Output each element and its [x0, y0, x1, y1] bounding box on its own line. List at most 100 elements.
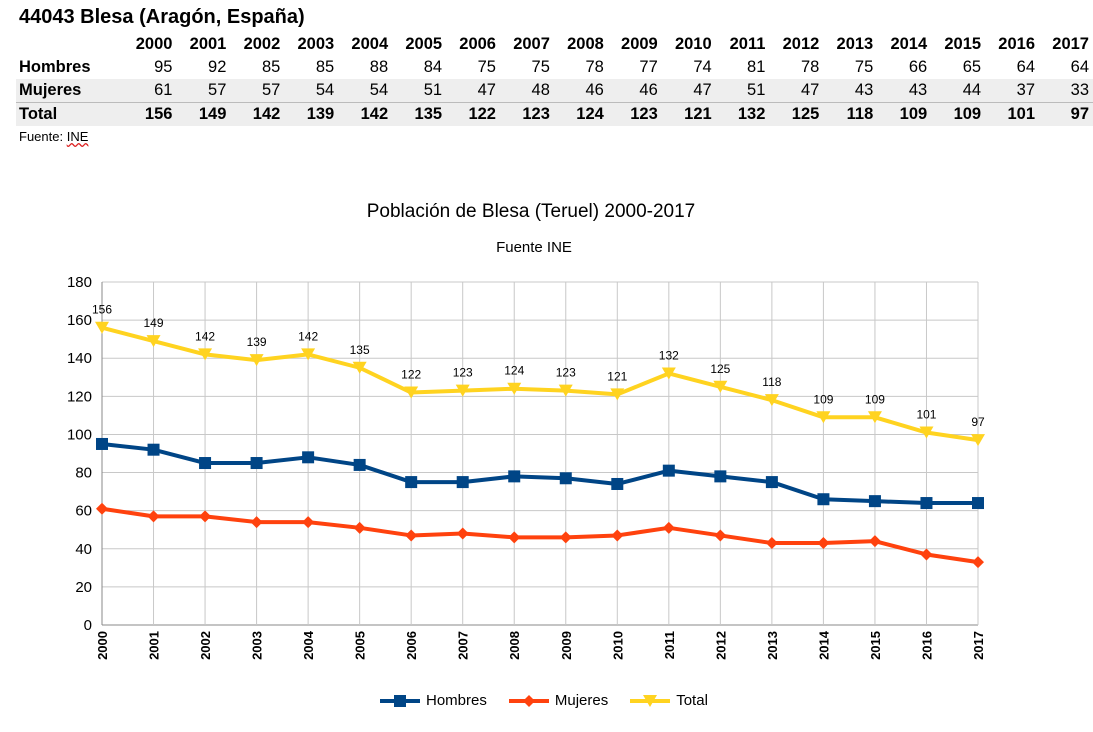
data-point-hombres [456, 476, 469, 489]
data-point-hombres [817, 493, 830, 506]
data-point-mujeres [199, 510, 212, 523]
data-point-total [95, 321, 109, 334]
table-cell: 66 [908, 58, 928, 76]
data-label: 123 [556, 366, 576, 380]
data-label: 149 [144, 316, 164, 330]
data-label: 118 [762, 375, 781, 389]
table-cell: 139 [284, 102, 339, 126]
data-label: 97 [971, 415, 985, 429]
table-cell: 81 [747, 58, 766, 76]
chart-title: Población de Blesa (Teruel) 2000-2017 [367, 201, 696, 222]
table-cell: 57 [230, 79, 285, 103]
row-label: Total [16, 102, 123, 126]
source-prefix: Fuente: [19, 129, 67, 144]
x-tick-label: 2017 [971, 631, 986, 660]
legend-swatch [508, 694, 549, 707]
y-tick-label: 140 [67, 350, 92, 367]
table-cell: 132 [715, 102, 770, 126]
year-header: 2010 [674, 35, 712, 53]
data-point-total [661, 367, 676, 380]
year-header: 2008 [567, 35, 604, 53]
data-label: 139 [247, 335, 267, 349]
year-header: 2000 [135, 35, 173, 53]
data-label: 122 [401, 368, 421, 382]
table-cell: 51 [715, 79, 770, 103]
year-header: 2006 [459, 35, 496, 53]
table-cell: 37 [985, 79, 1040, 103]
table-cell: 78 [585, 58, 604, 76]
series-line-mujeres [101, 506, 979, 565]
data-point-total [558, 384, 573, 397]
table-cell: 122 [446, 102, 500, 126]
table-cell: 124 [553, 102, 608, 126]
data-label: 109 [865, 392, 885, 406]
y-tick-label: 180 [67, 274, 92, 291]
legend-swatch [380, 694, 420, 707]
table-cell: 61 [122, 79, 177, 103]
table-cell: 97 [1039, 102, 1093, 126]
population-line-chart: Población de Blesa (Teruel) 2000-2017 Fu… [67, 201, 986, 660]
y-tick-label: 100 [67, 426, 92, 443]
year-header: 2015 [944, 35, 982, 53]
x-tick-label: 2005 [353, 631, 368, 660]
data-point-mujeres [714, 529, 727, 542]
data-label: 121 [607, 369, 627, 383]
x-tick-label: 2013 [765, 631, 780, 660]
table-cell: 135 [392, 102, 447, 126]
data-point-mujeres [765, 537, 778, 550]
data-point-total [198, 348, 213, 361]
table-cell: 125 [769, 102, 824, 126]
table-cell: 51 [392, 79, 447, 103]
x-tick-label: 2010 [610, 631, 625, 660]
table-cell: 121 [661, 102, 716, 126]
table-cell: 84 [423, 58, 443, 76]
empty-header-cell [16, 33, 123, 56]
source-name: INE [66, 129, 89, 144]
year-header-row: 2000 2001 2002 2003 2004 2005 2006 2007 2008 2009… [16, 33, 1093, 56]
data-point-total [816, 411, 831, 424]
data-point-hombres [250, 457, 263, 470]
data-point-total [249, 354, 264, 367]
table-cell: 43 [823, 79, 878, 103]
x-tick-label: 2000 [95, 631, 110, 660]
data-point-hombres [302, 451, 315, 464]
data-point-hombres [765, 476, 778, 489]
legend-label: Mujeres [554, 692, 609, 709]
data-point-mujeres [662, 521, 675, 534]
data-point-hombres [405, 476, 418, 489]
legend-label: Total [676, 692, 708, 709]
year-header: 2009 [621, 35, 658, 53]
data-label: 124 [504, 364, 524, 378]
data-point-mujeres [920, 548, 933, 561]
table-cell: 123 [607, 102, 662, 126]
table-cell: 78 [800, 58, 820, 76]
y-tick-label: 20 [75, 579, 92, 596]
data-label: 135 [350, 343, 370, 357]
table-row: Mujeres 61 57 57 54 54 51 47 48 46 46 47 51 47 43 43 44 3… [16, 79, 1093, 103]
year-header: 2012 [782, 35, 820, 53]
table-cell: 75 [854, 58, 874, 76]
table-cell: 46 [553, 79, 608, 103]
legend-item-hombres: Hombres [380, 692, 487, 709]
data-point-hombres [611, 477, 624, 490]
data-point-hombres [972, 497, 984, 510]
data-label: 123 [453, 366, 473, 380]
data-point-mujeres [302, 516, 315, 529]
x-tick-label: 2008 [507, 631, 522, 660]
table-cell: 149 [176, 102, 231, 126]
page-title: 44043 Blesa (Aragón, España) [19, 6, 305, 28]
data-point-total [352, 361, 367, 374]
year-header: 2005 [405, 35, 443, 53]
series-line-hombres [101, 441, 978, 506]
y-tick-label: 120 [67, 388, 92, 405]
year-header: 2007 [513, 35, 550, 53]
y-tick-label: 0 [84, 617, 92, 634]
table-cell: 46 [607, 79, 662, 103]
x-tick-label: 2004 [301, 630, 316, 660]
table-row: Hombres 95 92 85 85 88 84 75 75 78 77 74 81 78 75 66 65 6… [16, 56, 1093, 79]
data-label: 156 [92, 303, 112, 317]
table-cell: 47 [661, 79, 716, 103]
chart-legend: Hombres Mujeres Total [380, 692, 708, 709]
table-row: Total 156 149 142 139 142 135 122 123 124 123 121 13… [16, 102, 1093, 126]
year-header: 2003 [297, 35, 335, 53]
